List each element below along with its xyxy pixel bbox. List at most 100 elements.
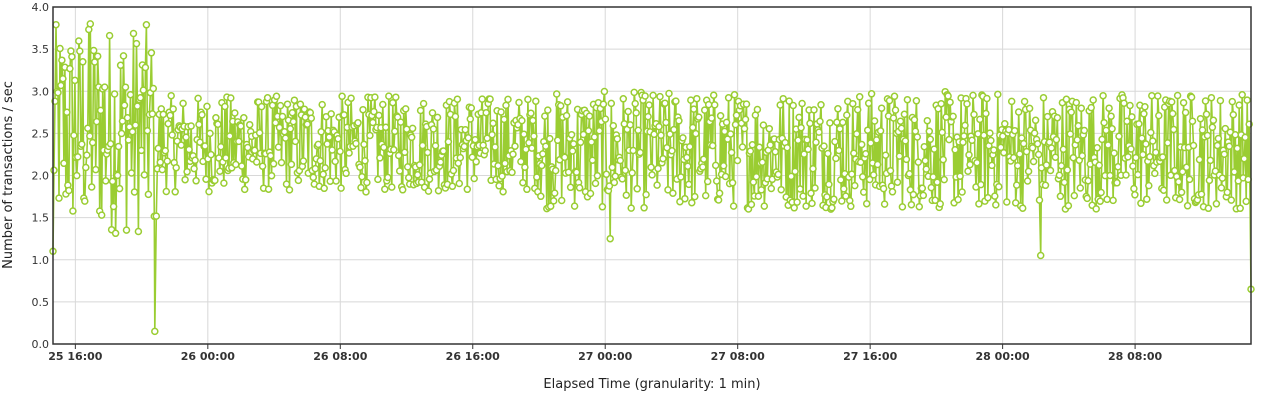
data-point — [126, 90, 135, 99]
data-point — [742, 100, 751, 108]
data-point — [221, 102, 229, 111]
data-point — [824, 149, 832, 158]
data-point — [858, 173, 867, 181]
data-point — [183, 167, 191, 176]
data-point — [523, 185, 531, 194]
data-point — [54, 88, 62, 97]
data-point — [1052, 135, 1061, 144]
data-point — [448, 182, 457, 191]
data-point — [207, 150, 215, 159]
data-point — [532, 97, 540, 105]
data-point — [520, 130, 528, 138]
data-point — [444, 138, 453, 146]
data-point — [1187, 93, 1196, 101]
data-point — [331, 157, 339, 166]
data-point — [692, 129, 700, 138]
data-point — [1158, 153, 1167, 161]
data-point — [1028, 144, 1037, 152]
data-point — [395, 167, 404, 175]
data-point — [843, 111, 851, 119]
data-point — [226, 132, 234, 140]
data-point — [799, 192, 807, 200]
data-point — [907, 200, 916, 209]
data-point — [836, 125, 844, 133]
data-point — [455, 179, 464, 188]
data-point — [709, 91, 718, 99]
data-point — [693, 94, 701, 103]
data-point — [591, 179, 600, 188]
data-point — [227, 94, 235, 102]
data-point — [1036, 251, 1045, 260]
data-point — [423, 148, 432, 157]
data-point — [640, 204, 648, 212]
data-point — [710, 101, 719, 109]
data-point — [272, 92, 281, 101]
data-point — [275, 123, 284, 132]
data-point — [556, 102, 565, 110]
data-point — [191, 156, 199, 165]
data-point — [553, 136, 562, 145]
data-point — [1154, 92, 1162, 100]
data-point — [567, 130, 576, 139]
data-point — [815, 128, 823, 136]
data-point — [657, 131, 665, 140]
data-point — [1092, 205, 1100, 213]
data-point — [1163, 139, 1172, 147]
data-point — [613, 135, 622, 143]
data-point — [931, 196, 939, 205]
data-point — [289, 117, 298, 126]
data-point — [1063, 166, 1072, 174]
data-point — [649, 91, 657, 100]
data-point — [1080, 126, 1089, 135]
x-tick-label: 27 08:00 — [711, 350, 765, 363]
data-point — [1233, 144, 1242, 153]
data-point — [434, 186, 443, 195]
data-point — [731, 120, 740, 129]
data-point — [835, 146, 843, 155]
data-point — [1099, 91, 1107, 100]
data-point — [733, 156, 742, 165]
data-point — [766, 141, 775, 149]
data-point — [527, 109, 535, 117]
data-point — [83, 151, 91, 159]
data-point — [703, 177, 712, 186]
data-point — [129, 29, 138, 38]
data-point — [280, 127, 289, 136]
data-point — [1142, 140, 1150, 148]
data-point — [86, 20, 95, 28]
data-point — [1182, 163, 1191, 172]
data-point — [1057, 162, 1066, 170]
y-axis-title: Number of transactions / sec — [1, 81, 16, 269]
data-point — [1173, 91, 1182, 100]
data-point — [794, 136, 802, 145]
data-point — [938, 128, 946, 137]
data-point — [274, 143, 283, 151]
data-point — [71, 76, 79, 85]
data-point — [352, 139, 360, 148]
data-point — [779, 94, 787, 103]
data-point — [169, 105, 177, 113]
data-point — [290, 96, 299, 104]
data-point — [517, 157, 525, 166]
data-point — [206, 129, 214, 138]
data-point — [791, 167, 799, 176]
data-point — [326, 177, 334, 185]
data-point — [1141, 103, 1149, 111]
data-point — [358, 172, 366, 181]
data-point — [970, 110, 978, 119]
data-point — [796, 185, 804, 193]
data-point — [633, 185, 641, 193]
data-point — [767, 184, 776, 193]
y-tick-label: 2.5 — [32, 127, 50, 140]
data-point — [1147, 128, 1155, 137]
data-point — [1039, 93, 1048, 102]
data-point — [576, 138, 585, 147]
data-point — [96, 106, 105, 115]
data-point — [400, 148, 409, 157]
data-point — [1084, 177, 1092, 185]
data-point — [404, 173, 413, 182]
x-tick-label: 26 16:00 — [446, 350, 500, 363]
data-point — [862, 199, 871, 208]
data-point — [117, 129, 126, 138]
data-point — [954, 195, 962, 204]
